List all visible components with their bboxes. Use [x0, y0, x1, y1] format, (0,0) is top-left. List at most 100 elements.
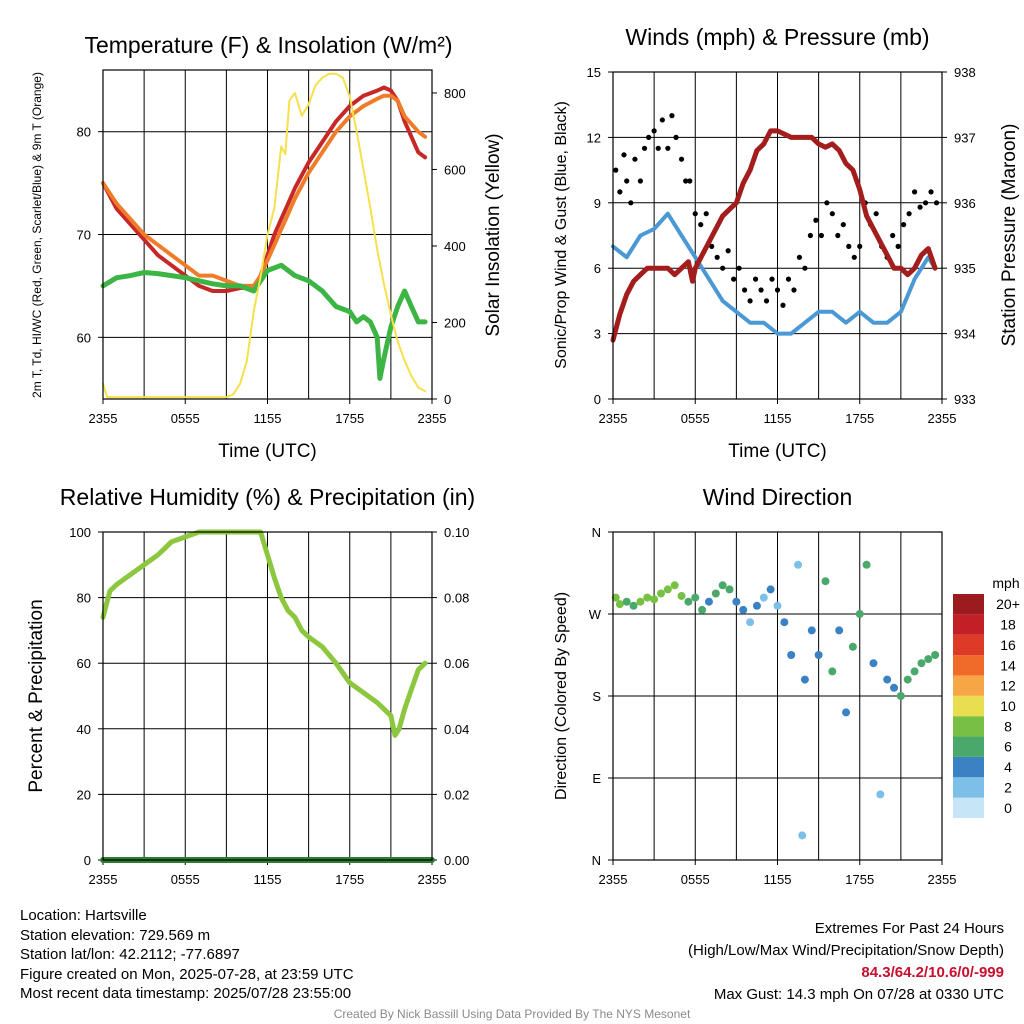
y2-tick-label: 0.02 [444, 787, 469, 802]
x-tick-label: 1155 [254, 411, 282, 426]
y2-axis-label: Solar Insolation (Yellow) [483, 133, 504, 336]
gust-point [873, 211, 879, 217]
direction-point [636, 597, 645, 606]
y-tick-label: 70 [77, 228, 91, 243]
gust-point [895, 243, 901, 249]
y-tick-label: 20 [77, 787, 91, 802]
plot-border [612, 71, 943, 400]
direction-point [611, 593, 620, 602]
gust-point [624, 178, 630, 184]
extremes-summary: Extremes For Past 24 Hours (High/Low/Max… [688, 918, 1004, 1006]
x-tick-label: 2355 [89, 872, 118, 887]
y-tick-label: 60 [77, 330, 91, 345]
timestamp-text: Most recent data timestamp: 2025/07/28 2… [20, 985, 352, 1002]
direction-point [924, 655, 933, 664]
gust-point [846, 243, 852, 249]
x-tick-label: 0555 [171, 872, 200, 887]
direction-point [842, 708, 851, 717]
y2-tick-label: 0.10 [444, 525, 469, 540]
direction-point [711, 589, 720, 598]
x-tick-label: 1755 [845, 411, 874, 426]
y2-tick-label: 0.04 [444, 722, 469, 737]
y-tick-label: 100 [69, 525, 91, 540]
gust-point [917, 204, 923, 210]
elevation-text: Station elevation: 729.569 m [20, 926, 211, 944]
gust-point [665, 145, 671, 151]
direction-point [848, 642, 857, 651]
gust-point [628, 200, 634, 206]
y2-tick-label: 938 [954, 65, 976, 80]
direction-point [766, 585, 775, 594]
series-line-2 [100, 262, 428, 381]
gust-point [714, 254, 720, 260]
y-tick-label: E [592, 771, 601, 786]
colorbar-label: 20+ [996, 596, 1020, 612]
gust-point [637, 178, 644, 184]
colorbar-swatch [953, 797, 984, 818]
y2-tick-label: 0 [444, 392, 451, 407]
colorbar-title: mph [992, 575, 1019, 591]
direction-point [677, 591, 686, 600]
colorbar-swatch [953, 777, 984, 798]
direction-point [752, 601, 761, 610]
colorbar-label: 8 [1004, 718, 1012, 734]
x-tick-label: 1155 [254, 872, 282, 887]
gust-point [835, 232, 841, 239]
humidity-precipitation-panel: 2355 0555 1155 1755 2355 0 20 40 60 80 100 0.00 0.02… [26, 484, 475, 887]
direction-point [643, 593, 652, 602]
gust-point [725, 248, 731, 254]
direction-point [732, 597, 741, 606]
colorbar-swatch [953, 594, 984, 615]
series-line-1 [101, 93, 428, 288]
direction-point [821, 577, 830, 586]
x-tick-label: 0555 [681, 411, 710, 426]
direction-point [896, 692, 905, 700]
gust-point [758, 287, 764, 293]
direction-point [684, 597, 693, 606]
y-tick-label: 0 [84, 853, 91, 868]
gust-point [796, 254, 803, 260]
y2-tick-label: 936 [954, 196, 976, 211]
direction-point [718, 581, 727, 590]
colorbar-swatch [953, 675, 984, 696]
max-gust-text: Max Gust: 14.3 mph On 07/28 at 0330 UTC [713, 986, 1004, 1003]
gust-point [774, 287, 781, 293]
series-line-rh [100, 529, 428, 738]
gust-point [829, 211, 835, 217]
y-tick-label: 80 [77, 125, 91, 140]
direction-point [903, 675, 912, 684]
direction-point [807, 626, 816, 635]
colorbar-label: 6 [1004, 739, 1012, 755]
y-tick-label: 60 [77, 656, 91, 671]
direction-point [794, 560, 803, 569]
y-axis-label: Sonic/Prop Wind & Gust (Blue, Black) [553, 101, 570, 369]
x-tick-label: 0555 [681, 872, 710, 887]
direction-point [869, 659, 878, 668]
x-tick-label: 1155 [764, 872, 792, 887]
gust-point [747, 298, 753, 304]
y2-tick-label: 0.06 [444, 656, 469, 671]
location-text: Location: Hartsville [20, 907, 147, 924]
gust-point [613, 167, 619, 173]
y2-tick-label: 937 [954, 130, 976, 145]
temperature-insolation-panel: 2355 0555 1155 1755 23556070800200400600800T… [30, 32, 504, 462]
direction-point [691, 593, 700, 602]
gust-point [906, 211, 912, 217]
colorbar-swatch [953, 716, 984, 737]
gust-point [673, 134, 679, 140]
direction-point [876, 790, 885, 799]
y-axis-label: 2m T, Td, HI/WC (Red, Green, Scarlet/Blu… [30, 72, 44, 398]
gust-point [742, 287, 748, 293]
colorbar-swatch [953, 655, 984, 676]
direction-point [725, 585, 734, 594]
direction-point [670, 581, 679, 590]
direction-point [814, 651, 823, 659]
y-tick-label: 12 [587, 130, 601, 145]
direction-point [656, 589, 665, 598]
gust-point [901, 222, 907, 228]
plot-border [102, 531, 433, 861]
y-tick-label: W [589, 607, 602, 622]
x-axis-label: Time (UTC) [218, 441, 317, 462]
colorbar-label: 2 [1004, 779, 1012, 795]
x-tick-label: 1755 [845, 872, 874, 887]
